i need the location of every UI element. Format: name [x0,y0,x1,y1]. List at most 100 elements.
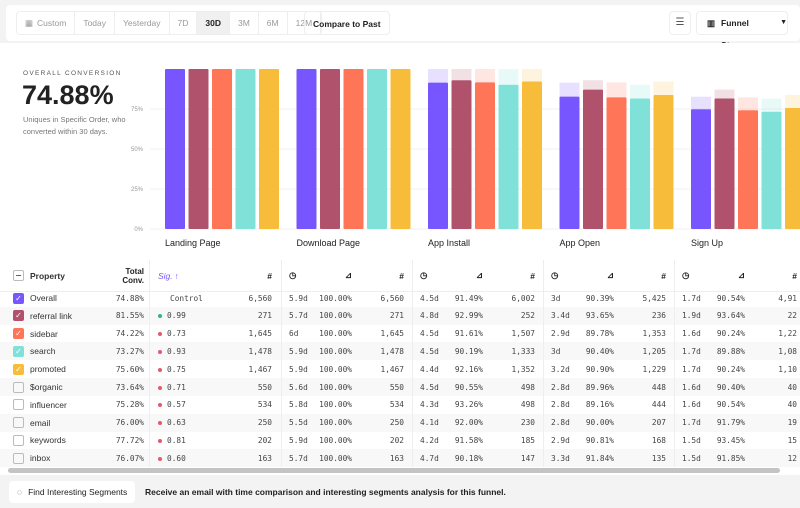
table-row: ✓ Overall 74.88% Control 6,560 5.9d 100.00% 6,5… [0,289,800,307]
dropoff-bar [475,69,495,83]
bar-Overall-0[interactable] [165,69,185,229]
select-all-cell: − [13,270,30,281]
bar-Overall-4[interactable] [691,109,711,229]
significance-value: 0.99 [167,311,186,321]
row-checkbox[interactable]: ✓ [13,363,24,375]
bar-search-4[interactable] [761,111,782,229]
bar-sidebar-1[interactable] [343,69,364,229]
header-count[interactable]: # [483,260,544,291]
compare-to-past-button[interactable]: Compare to Past [304,11,390,35]
date-range-12m[interactable]: 12M [288,12,322,34]
step-conversion: 90.81% [585,435,614,445]
row-checkbox[interactable]: ✓ [13,345,24,357]
bar-referral-link-4[interactable] [714,98,735,230]
overall-conversion-label: OVERALL CONVERSION [23,70,122,77]
bar-search-3[interactable] [630,98,650,229]
row-checkbox[interactable] [13,452,24,464]
select-all-checkbox[interactable]: − [13,270,24,281]
significance: 0.57 [150,400,230,409]
horizontal-scrollbar[interactable] [8,468,780,473]
row-checkbox[interactable]: ✓ [13,328,24,340]
divider [144,431,150,450]
time-to-convert: 5.6d [289,382,308,392]
bar-Overall-1[interactable] [296,69,317,229]
significance: 0.75 [150,365,230,374]
dropoff-bar [498,69,519,85]
time-to-convert: 1.6d [682,329,701,339]
step-label: App Open [560,238,601,248]
date-range-6m[interactable]: 6M [259,12,288,34]
row-checkbox[interactable] [13,399,24,411]
header-property[interactable]: Property [30,270,65,281]
step-count: 40 [745,378,800,396]
time-to-convert: 4.7d [420,453,439,463]
header-count[interactable]: # [614,260,675,291]
step-conversion: 91.49% [454,293,483,303]
row-checkbox[interactable]: ✓ [13,292,24,304]
date-range-label: 30D [205,18,221,28]
checkbox-cell: ✓ [13,363,30,375]
divider [144,360,150,379]
bar-promoted-4[interactable] [785,108,800,229]
time-to-convert: 4.5d [420,293,439,303]
step-count: 498 [483,378,544,396]
step-count: 19 [745,414,800,432]
step-count: 271 [352,306,413,325]
total-conversion: 74.22% [115,329,144,339]
bar-sidebar-0[interactable] [212,69,232,229]
row-checkbox[interactable] [13,434,24,446]
step-count: 1,08 [745,342,800,360]
sort-button[interactable]: ☰ [669,11,691,35]
checkbox-cell: ✓ [13,292,30,304]
header-count[interactable]: # [745,260,800,291]
bar-promoted-1[interactable] [390,69,411,229]
step-conversion: 100.00% [319,435,352,445]
step-label: App Install [428,238,470,248]
bar-referral-link-3[interactable] [583,89,603,229]
step-count: 448 [614,378,675,396]
step-count: 534 [352,395,413,414]
bar-Overall-3[interactable] [559,96,580,230]
header-total-conv[interactable]: Total Conv. [122,266,144,285]
date-range-today[interactable]: Today [75,12,116,34]
header-sig[interactable]: Sig. ↑ [150,271,230,281]
footer: ◌ Find Interesting Segments Receive an e… [0,476,800,508]
bar-promoted-0[interactable] [259,69,279,229]
time-to-convert: 5.9d [289,364,308,374]
date-range-3m[interactable]: 3M [230,12,259,34]
table-row: ✓ referral link 81.55% 0.99 271 5.7d 100.00% 27… [0,306,800,325]
bar-sidebar-3[interactable] [606,97,627,230]
overall-conversion-value: 74.88% [22,80,114,110]
dropoff-bar [522,69,542,82]
bar-search-2[interactable] [498,84,519,229]
total-conversion: 75.60% [115,364,144,374]
step-conversion: 90.55% [454,382,483,392]
bar-search-1[interactable] [367,69,387,229]
row-checkbox[interactable] [13,417,24,429]
bar-search-0[interactable] [235,69,256,229]
bar-Overall-2[interactable] [428,82,448,229]
date-range-30d[interactable]: 30D [197,12,230,34]
bar-referral-link-0[interactable] [188,69,209,229]
date-range-yesterday[interactable]: Yesterday [115,12,170,34]
bar-promoted-2[interactable] [522,81,542,229]
find-interesting-segments-button[interactable]: ◌ Find Interesting Segments [9,481,136,503]
time-to-convert: 1.7d [682,418,701,428]
bar-referral-link-2[interactable] [451,80,472,229]
date-range-7d[interactable]: 7D [170,12,198,34]
row-checkbox[interactable]: ✓ [13,310,24,322]
date-range-custom[interactable]: ▦ Custom [17,12,76,34]
bar-sidebar-4[interactable] [738,110,758,229]
y-tick-label: 0% [134,227,143,233]
find-segments-label: Find Interesting Segments [28,487,128,497]
checkbox-cell: ✓ [13,345,30,357]
step-count: 163 [230,449,282,468]
time-to-convert: 4.4d [420,364,439,374]
bar-referral-link-1[interactable] [320,69,340,229]
bar-sidebar-2[interactable] [475,82,495,229]
header-count[interactable]: # [352,260,413,291]
caret-down-icon: ▼ [780,19,787,26]
row-checkbox[interactable] [13,381,24,393]
bar-promoted-3[interactable] [653,94,674,229]
header-count[interactable]: # [230,260,282,291]
